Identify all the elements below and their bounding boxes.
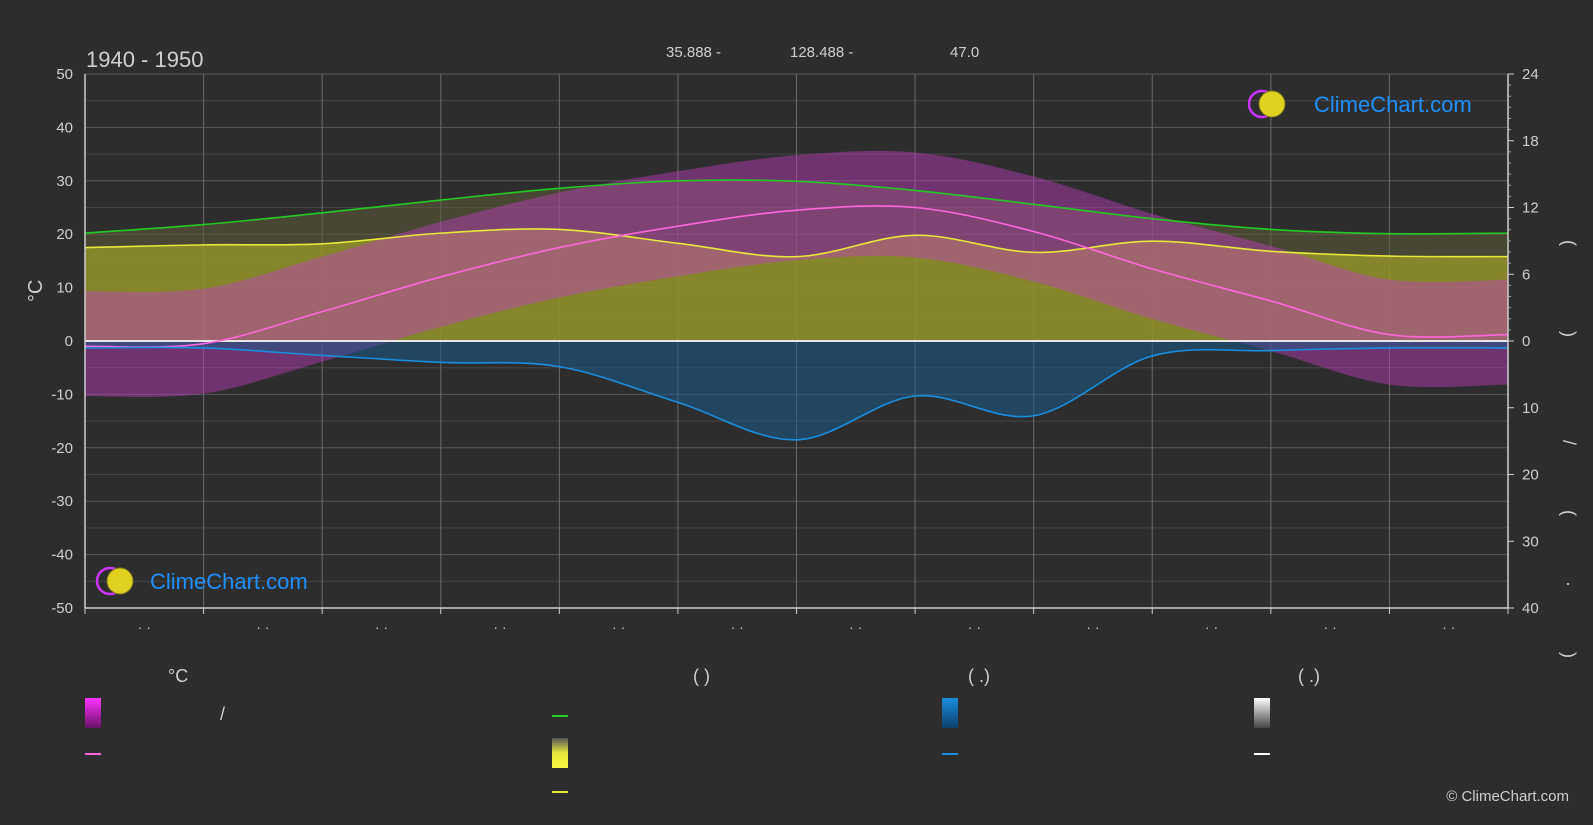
right-bottom-tick-label: 20 (1522, 467, 1539, 484)
left-tick-label: 30 (56, 173, 73, 190)
left-tick-label: -40 (51, 547, 73, 564)
left-tick-label: -10 (51, 386, 73, 403)
legend-temp-range-slash: / (220, 704, 226, 724)
month-tick-label: · · (256, 619, 269, 635)
sunshine-line (85, 228, 1508, 258)
logo-globe-icon (1258, 90, 1286, 118)
month-tick-label: · · (968, 619, 981, 635)
brand-logo-bottom: ClimeChart.com (95, 566, 308, 596)
right-axis-bottom-label: / ( · ) (1559, 440, 1579, 688)
latitude-label: 35.888 - (666, 44, 721, 61)
right-top-tick-label: 0 (1522, 333, 1530, 350)
legend-snow-swatch (1254, 753, 1270, 755)
right-bottom-tick-label: 40 (1522, 600, 1539, 617)
month-tick-label: · · (1442, 619, 1455, 635)
month-tick-label: · · (849, 619, 862, 635)
legend-precip-swatch (942, 753, 958, 755)
brand-name-top: ClimeChart.com (1314, 92, 1472, 117)
legend-mean-temp-swatch (85, 753, 101, 755)
period-title: 1940 - 1950 (86, 47, 203, 72)
sunshine-band (85, 228, 1508, 341)
elevation-label: 47.0 (950, 44, 979, 61)
month-tick-label: · · (493, 619, 506, 635)
month-tick-label: · · (375, 619, 388, 635)
brand-logo-top: ClimeChart.com (1247, 89, 1472, 119)
right-axis-top-label: ( ) (1559, 240, 1579, 377)
copyright-text: © ClimeChart.com (1446, 788, 1569, 805)
mean-temp-line (85, 205, 1508, 348)
logo-globe-icon (106, 567, 134, 595)
daylight-line (85, 179, 1508, 235)
left-tick-label: 50 (56, 66, 73, 83)
left-tick-label: -20 (51, 440, 73, 457)
right-top-tick-label: 24 (1522, 66, 1539, 83)
legend-precip-header: ( .) (968, 666, 990, 686)
left-tick-label: 0 (65, 333, 73, 350)
series-lines (85, 179, 1508, 441)
data-bands (85, 150, 1508, 440)
left-tick-label: 40 (56, 119, 73, 136)
left-tick-label: 10 (56, 280, 73, 297)
month-tick-label: · · (1324, 619, 1337, 635)
left-axis-unit: °C (25, 280, 47, 302)
left-tick-label: -30 (51, 493, 73, 510)
precip-band (85, 341, 1508, 440)
month-tick-label: · · (731, 619, 744, 635)
legend-sunshine-swatch (552, 791, 568, 793)
left-tick-label: -50 (51, 600, 73, 617)
longitude-label: 128.488 - (790, 44, 853, 61)
right-top-tick-label: 12 (1522, 200, 1539, 217)
legend-temp-header: °C (168, 666, 189, 686)
legend-snow-header: ( .) (1298, 666, 1320, 686)
temp-range-band (85, 150, 1508, 398)
brand-name-bottom: ClimeChart.com (150, 569, 308, 594)
legend-sun-header: ( ) (693, 666, 710, 686)
legend-precip-band-swatch (942, 698, 958, 728)
legend-snow-band-swatch (1254, 698, 1270, 728)
legend-temp-range-swatch (85, 698, 101, 728)
month-tick-label: · · (1086, 619, 1099, 635)
legend-sunshine-band-swatch (552, 738, 568, 768)
left-tick-label: 20 (56, 226, 73, 243)
month-tick-label: · · (138, 619, 151, 635)
month-tick-label: · · (612, 619, 625, 635)
month-tick-label: · · (1205, 619, 1218, 635)
axes: 50 40 30 20 10 0 -10 -20 -30 -40 -50 24 18 12 6 0 10 20 30… (51, 66, 1538, 635)
precip-line (85, 346, 1508, 441)
right-top-tick-label: 6 (1522, 266, 1530, 283)
legend-daylight-swatch (552, 715, 568, 717)
right-bottom-tick-label: 10 (1522, 400, 1539, 417)
right-bottom-tick-label: 30 (1522, 533, 1539, 550)
right-top-tick-label: 18 (1522, 133, 1539, 150)
